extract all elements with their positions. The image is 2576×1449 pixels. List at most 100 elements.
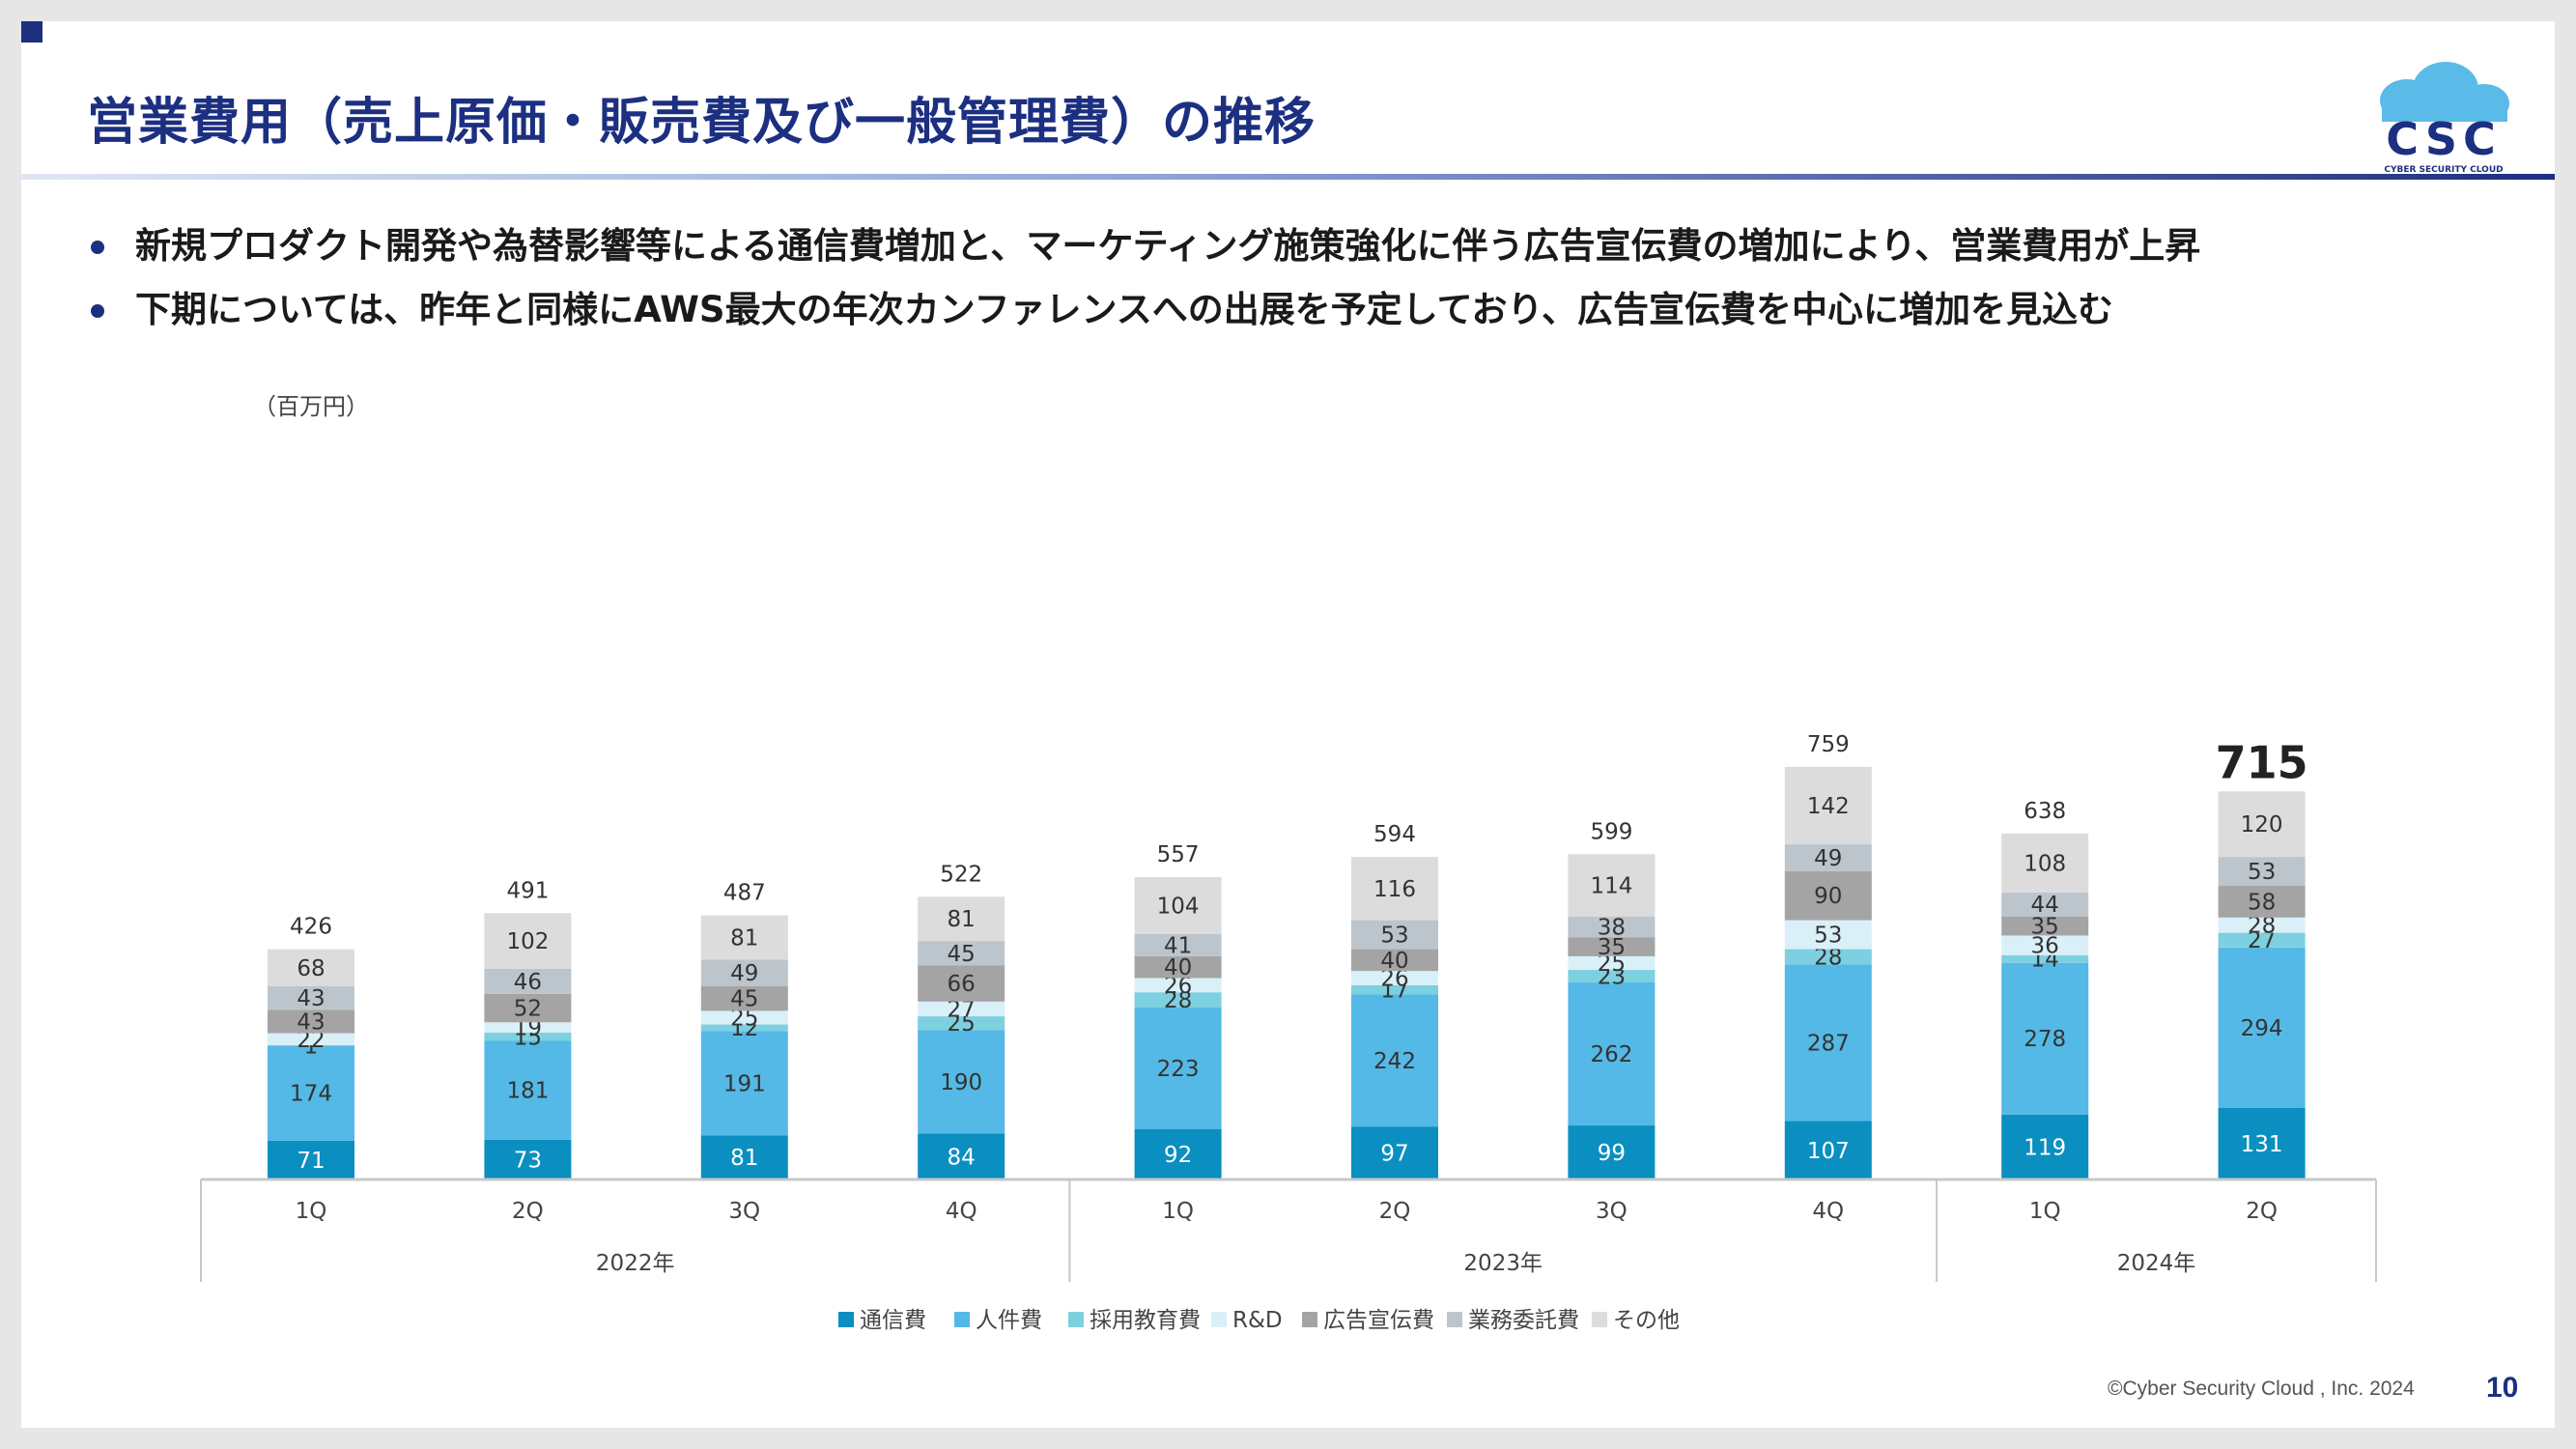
segment-value-label: 44 [2031,893,2059,918]
bar-segment [1784,1121,1872,1179]
unit-label: （百万円） [253,393,369,420]
bar-segment [1351,971,1438,985]
bar-segment [1784,964,1872,1122]
segment-value-label: 174 [290,1082,332,1107]
bullet-text: 下期については、昨年と同様にAWS最大の年次カンファレンスへの出展を予定しており… [135,289,2114,330]
legend-label: 広告宣伝費 [1323,1308,1434,1333]
bar-segment [484,968,572,994]
segment-value-label: 28 [2248,914,2276,939]
legend-label: 通信費 [860,1308,926,1333]
segment-value-label: 92 [1164,1143,1192,1168]
category-tick-label: 1Q [296,1199,327,1224]
legend-swatch [954,1312,970,1327]
segment-value-label: 40 [1164,955,1192,980]
segment-value-label: 68 [297,956,325,981]
segment-value-label: 120 [2241,812,2283,838]
corner-accent [21,21,42,43]
category-tick-label: 3Q [728,1199,760,1224]
segment-value-label: 191 [723,1071,766,1096]
bar-segment [918,965,1005,1002]
category-tick-label: 2Q [1379,1199,1411,1224]
legend-swatch [1447,1312,1462,1327]
bar-segment [1351,984,1438,995]
segment-value-label: 294 [2241,1016,2283,1041]
bullet-text: 新規プロダクト開発や為替影響等による通信費増加と、マーケティング施策強化に伴う広… [135,225,2201,267]
year-group-label: 2024年 [2117,1251,2196,1276]
bar-segment [1351,857,1438,921]
bullet-list: 新規プロダクト開発や為替影響等による通信費増加と、マーケティング施策強化に伴う広… [87,214,2200,342]
bar-segment [918,1133,1005,1179]
logo-subtext: CYBER SECURITY CLOUD [2384,165,2503,175]
category-tick-label: 1Q [1162,1199,1194,1224]
total-label: 759 [1807,732,1850,757]
segment-value-label: 40 [1380,949,1408,974]
operating-expenses-chart: （百万円） 7117412243436842673181151952461024… [200,393,2377,1333]
bullet-item: 下期については、昨年と同様にAWS最大の年次カンファレンスへの出展を予定しており… [87,278,2200,342]
bar-segment [2001,1114,2089,1179]
year-group-label: 2022年 [596,1251,675,1276]
logo-text: CSC [2386,113,2502,165]
category-tick-label: 3Q [1596,1199,1628,1224]
segment-value-label: 114 [1590,873,1632,898]
bar-segment [268,1045,354,1046]
bar-segment [1568,854,1656,917]
segment-value-label: 53 [2248,860,2276,885]
bar-segment [1568,982,1656,1126]
bar-segment [2218,947,2306,1108]
legend-swatch [1592,1312,1607,1327]
bar-segment [1568,970,1656,983]
segment-value-label: 43 [297,1009,325,1035]
bar-segment [700,985,788,1011]
segment-value-label: 49 [730,961,758,986]
legend-label: その他 [1613,1308,1680,1333]
bar-segment [1784,949,1872,965]
year-group-label: 2023年 [1463,1251,1543,1276]
segment-value-label: 45 [948,942,976,967]
segment-value-label: 58 [2248,890,2276,915]
bar-segment [700,1024,788,1032]
bar-segment [268,985,354,1010]
bar-segment [2218,886,2306,918]
bar-segment [1351,920,1438,950]
company-logo: CSC CYBER SECURITY CLOUD [2380,62,2509,175]
segment-value-label: 41 [1164,933,1192,958]
bar-segment [1134,1129,1222,1179]
bar-segment [268,1045,354,1141]
bar-segment [700,915,788,960]
highlight-total-label: 715 [2216,736,2308,788]
bar-segment [268,1033,354,1046]
bar-segment [918,1030,1005,1134]
segment-value-label: 43 [297,986,325,1011]
segment-value-label: 278 [2024,1027,2066,1052]
bar-segment [700,1031,788,1136]
segment-value-label: 242 [1373,1049,1416,1074]
segment-value-label: 131 [2241,1132,2283,1157]
category-tick-label: 4Q [1812,1199,1844,1224]
page-number: 10 [2486,1372,2519,1404]
bar-segment [1784,766,1872,845]
bar-segment [700,959,788,986]
bar-segment [1351,1126,1438,1179]
total-label: 594 [1373,822,1416,847]
bar-segment [1784,844,1872,871]
bar-segment [484,1022,572,1034]
bar-segment [484,993,572,1023]
segment-value-label: 81 [948,907,976,932]
category-tick-label: 1Q [2029,1199,2061,1224]
segment-value-label: 53 [1814,923,1842,949]
segment-value-label: 36 [2031,934,2059,959]
bar-segment [2001,916,2089,936]
bar-segment [268,949,354,986]
bar-segment [484,913,572,969]
segment-value-label: 190 [940,1070,982,1095]
segment-value-label: 102 [506,929,549,954]
bar-segment [2218,791,2306,858]
bar-segment [1568,916,1656,938]
bar-segment [1134,992,1222,1009]
legend-label: 採用教育費 [1090,1308,1201,1333]
bar-segment [2001,892,2089,917]
bar-segment [1134,933,1222,956]
bar-segment [700,1135,788,1179]
slide: 営業費用（売上原価・販売費及び一般管理費）の推移 CSC CYBER SECUR… [21,21,2555,1428]
segment-value-label: 97 [1380,1142,1408,1167]
